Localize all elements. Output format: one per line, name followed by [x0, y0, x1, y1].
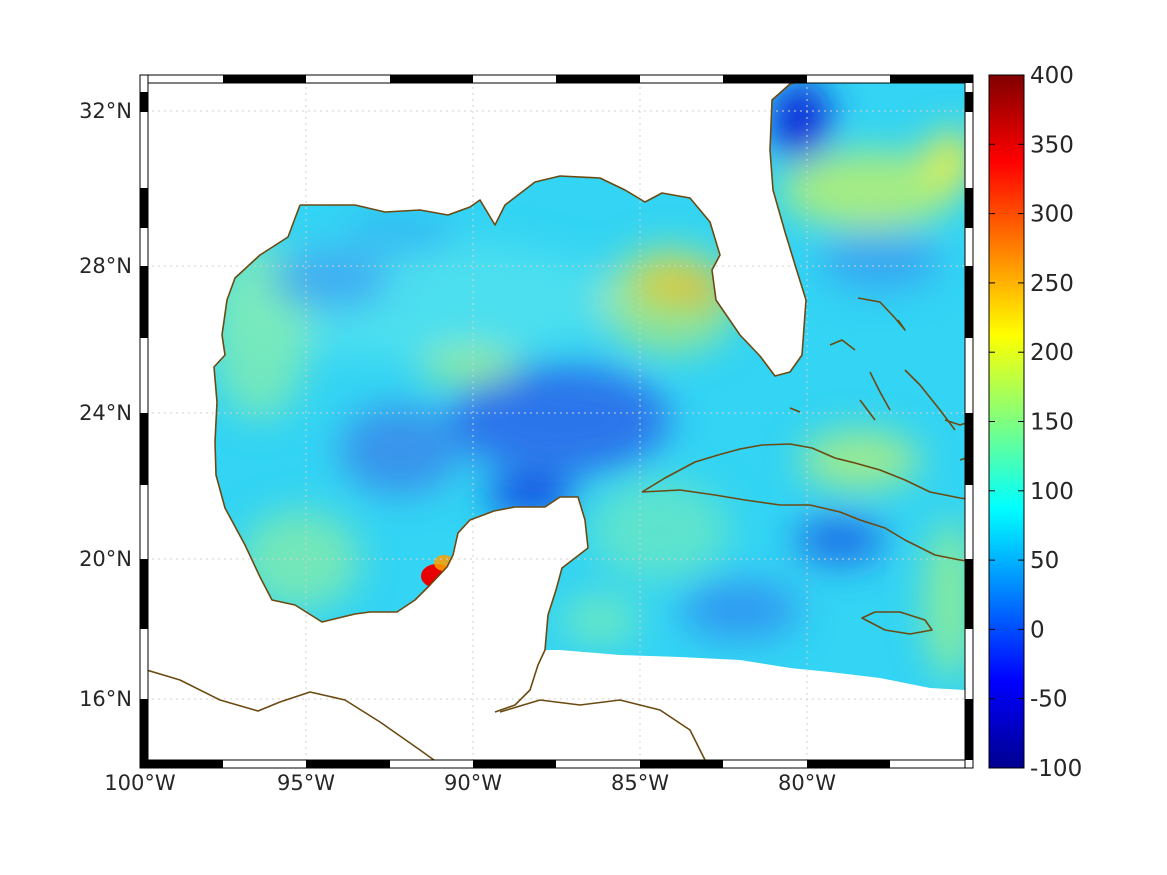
gridlines: [140, 75, 973, 768]
colorbar-tick-label: 150: [1030, 410, 1074, 436]
pacific-coastline: [140, 667, 446, 768]
y-tick-label: 20°N: [79, 547, 132, 571]
field-atlantic-green: [780, 150, 960, 230]
x-tick-label: 85°W: [611, 771, 669, 795]
field-cuba-green: [800, 430, 920, 490]
y-tick-label: 16°N: [79, 687, 132, 711]
field-west-florida-halo: [600, 245, 740, 355]
field-sw-yellowish: [240, 510, 360, 610]
y-tick-labels: 32°N 28°N 24°N 20°N 16°N: [79, 99, 132, 711]
colorbar-ticks: [989, 74, 1024, 769]
gulf-coastline: [300, 77, 813, 377]
field-center-blue-2: [340, 405, 460, 495]
honduras-coastline: [499, 699, 706, 761]
x-tick-label: 90°W: [444, 771, 502, 795]
colorbar-tick-label: 350: [1030, 132, 1074, 158]
colorbar-tick-label: -100: [1030, 756, 1082, 782]
field-north-blue: [345, 215, 455, 255]
field-green-patch: [420, 347, 520, 383]
colorbar-tick-labels: 400 350 300 250 200 150 100 50 0 -50 -100: [1030, 63, 1082, 782]
x-tick-label: 80°W: [778, 771, 836, 795]
field-atlantic-ga-blue: [770, 80, 830, 160]
y-tick-label: 28°N: [79, 254, 132, 278]
field-atlantic-yellow: [925, 130, 965, 190]
colorbar: 400 350 300 250 200 150 100 50 0 -50 -100: [988, 63, 1082, 782]
x-tick-labels: 100°W 95°W 90°W 85°W 80°W: [104, 771, 836, 795]
field-bahamas-blue: [820, 230, 940, 290]
colorbar-tick-label: 250: [1030, 271, 1074, 297]
x-tick-label: 100°W: [104, 771, 176, 795]
field-caribbean-green: [590, 480, 730, 580]
field-caribbean-blue: [795, 515, 885, 565]
colorbar-tick-label: 100: [1030, 479, 1074, 505]
colorbar-tick-label: 0: [1030, 617, 1045, 643]
field-caribbean-blue-2: [680, 580, 800, 640]
colorbar-tick-label: 200: [1030, 340, 1074, 366]
jamaica-coastline: [861, 611, 933, 635]
mexico-coastline: [213, 204, 589, 713]
colorbar-tick-label: 400: [1030, 63, 1074, 89]
map-frame: [139, 74, 974, 769]
x-tick-label: 95°W: [277, 771, 335, 795]
colorbar-tick-label: 50: [1030, 548, 1059, 574]
y-tick-label: 24°N: [79, 401, 132, 425]
cuba-coastline: [641, 443, 973, 563]
field-sw-caribbean-green: [560, 595, 640, 645]
field-center-blue: [450, 365, 670, 475]
bahamas-coastline: [789, 297, 956, 431]
field-west-blue: [270, 250, 390, 310]
colorbar-tick-label: -50: [1030, 687, 1068, 713]
colorbar-tick-label: 300: [1030, 202, 1074, 228]
y-tick-label: 32°N: [79, 99, 132, 123]
